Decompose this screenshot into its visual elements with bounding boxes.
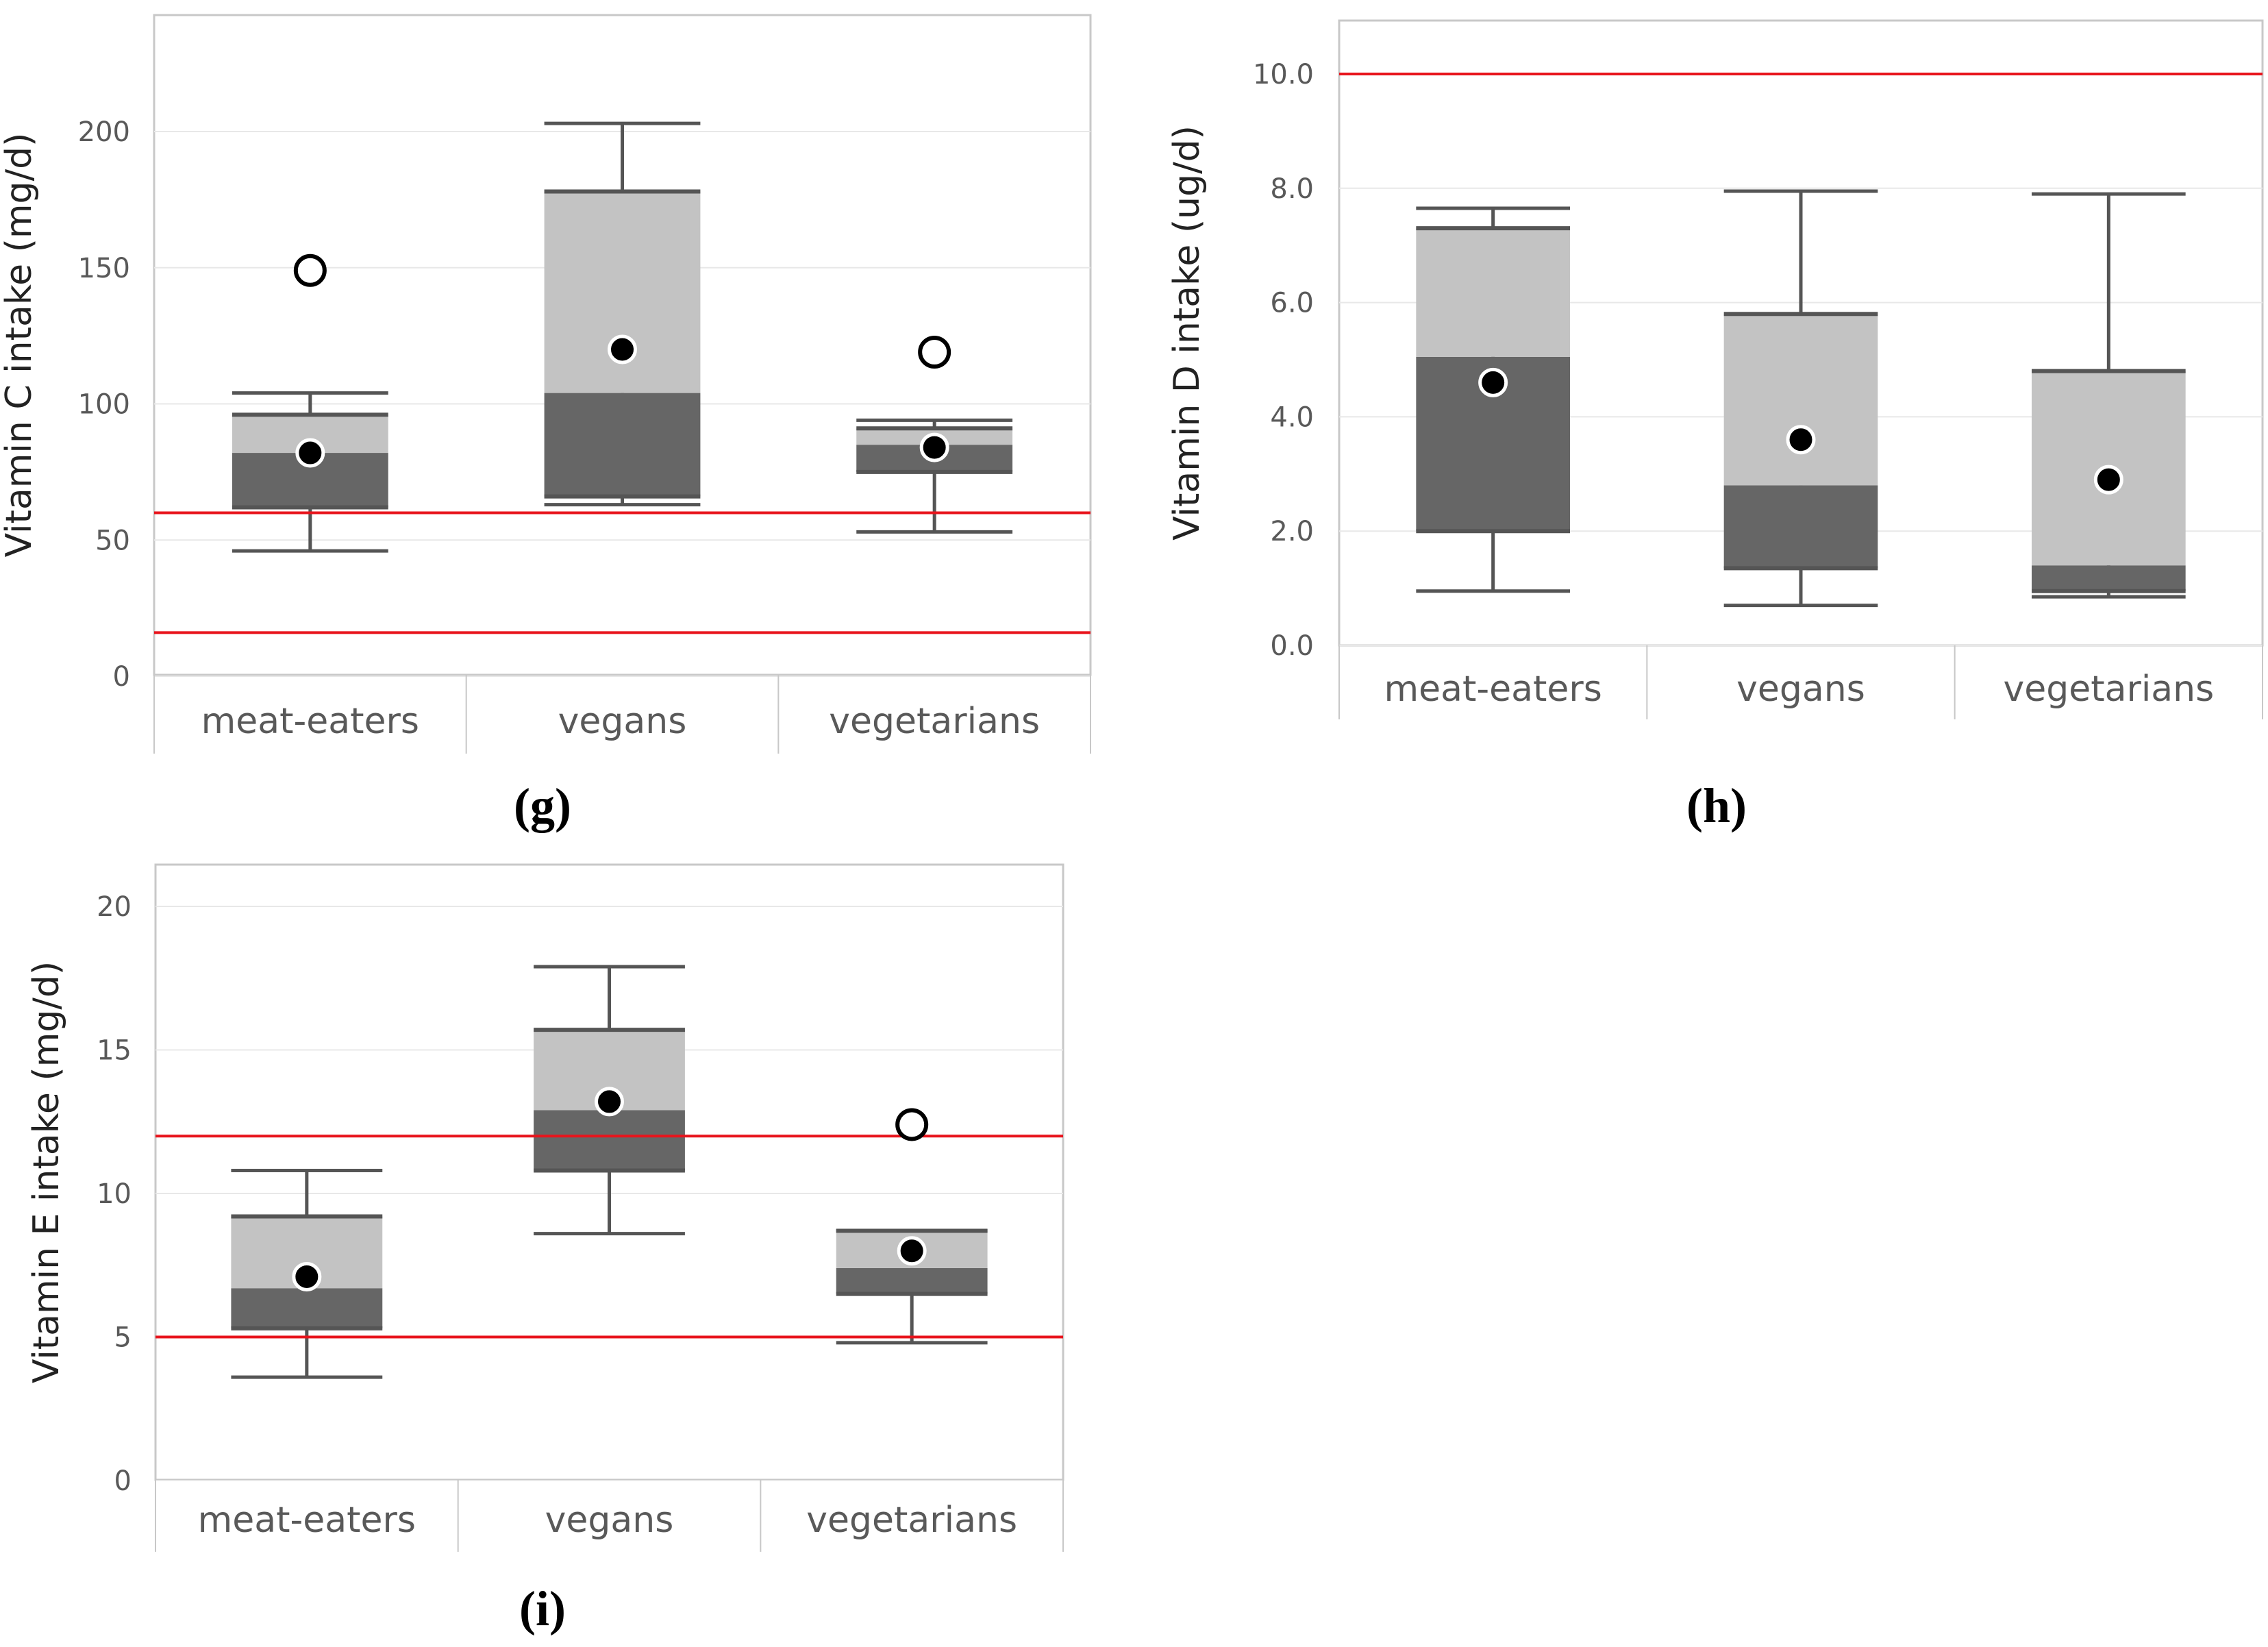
mean-marker	[608, 334, 637, 364]
y-tick-label: 5	[114, 1322, 132, 1354]
caption-h: (h)	[1686, 778, 1747, 833]
mean-marker	[897, 1236, 927, 1266]
y-axis-title: Vitamin D intake (ug/d)	[1167, 125, 1208, 541]
mean-marker	[595, 1087, 624, 1117]
box-lower	[544, 393, 701, 497]
y-tick-label: 10.0	[1253, 59, 1314, 90]
mean-marker	[919, 432, 949, 462]
box-vegans	[544, 121, 701, 507]
y-tick-label: 50	[95, 525, 130, 556]
outlier-marker	[918, 335, 951, 369]
category-label: vegetarians	[829, 701, 1040, 742]
chart-vitamin-c: 0 50 100 150 200 Vitamin C intake (mg/d) meat-…	[0, 14, 1092, 754]
box-vegans	[1723, 189, 1878, 608]
plot-frame	[153, 14, 1092, 676]
box-lower	[2032, 565, 2186, 591]
mean-marker	[2093, 465, 2123, 495]
category-label: meat-eaters	[1384, 669, 1602, 710]
mean-marker	[292, 1262, 322, 1292]
y-tick-label: 0	[113, 661, 130, 693]
box-upper	[1416, 228, 1570, 357]
box-vegetarians	[2032, 192, 2186, 599]
box-lower	[836, 1267, 988, 1294]
category-label: vegetarians	[806, 1500, 1017, 1541]
box-meat-eaters	[1416, 206, 1570, 593]
box-lower	[1723, 485, 1878, 569]
y-tick-label: 4.0	[1270, 401, 1314, 433]
box-lower	[231, 1288, 383, 1328]
y-tick-label: 0.0	[1270, 630, 1314, 662]
category-label: vegetarians	[2003, 669, 2214, 710]
category-label: meat-eaters	[198, 1500, 416, 1541]
category-label: vegans	[545, 1500, 674, 1541]
box-meat-eaters	[232, 391, 388, 553]
box-upper	[1723, 314, 1878, 486]
y-tick-label: 20	[97, 891, 132, 923]
mean-marker	[1478, 367, 1508, 397]
y-tick-label: 6.0	[1270, 288, 1314, 319]
outlier-marker	[895, 1108, 929, 1141]
y-tick-label: 2.0	[1270, 516, 1314, 547]
y-tick-label: 8.0	[1270, 173, 1314, 205]
box-lower	[534, 1110, 685, 1171]
y-tick-label: 10	[97, 1178, 132, 1210]
category-label: vegans	[1736, 669, 1865, 710]
category-label: vegans	[558, 701, 687, 742]
mean-marker	[295, 438, 325, 468]
outlier-marker	[293, 253, 327, 287]
caption-g: (g)	[514, 778, 571, 833]
y-tick-label: 0	[114, 1465, 132, 1497]
category-label: meat-eaters	[201, 701, 419, 742]
y-tick-label: 150	[78, 253, 130, 284]
caption-i: (i)	[519, 1581, 566, 1636]
chart-vitamin-d: 0.0 2.0 4.0 6.0 8.0 10.0 Vitamin D intake (ug/…	[1167, 19, 2264, 719]
mean-marker	[1786, 425, 1816, 455]
y-tick-label: 200	[78, 116, 130, 148]
y-tick-label: 100	[78, 389, 130, 421]
y-axis-title: Vitamin E intake (mg/d)	[26, 961, 67, 1383]
chart-vitamin-e: 0 5 10 15 20 Vitamin E intake (mg/d) meat-eate…	[26, 863, 1064, 1552]
y-tick-label: 15	[97, 1035, 132, 1067]
y-axis-title: Vitamin C intake (mg/d)	[0, 133, 40, 558]
